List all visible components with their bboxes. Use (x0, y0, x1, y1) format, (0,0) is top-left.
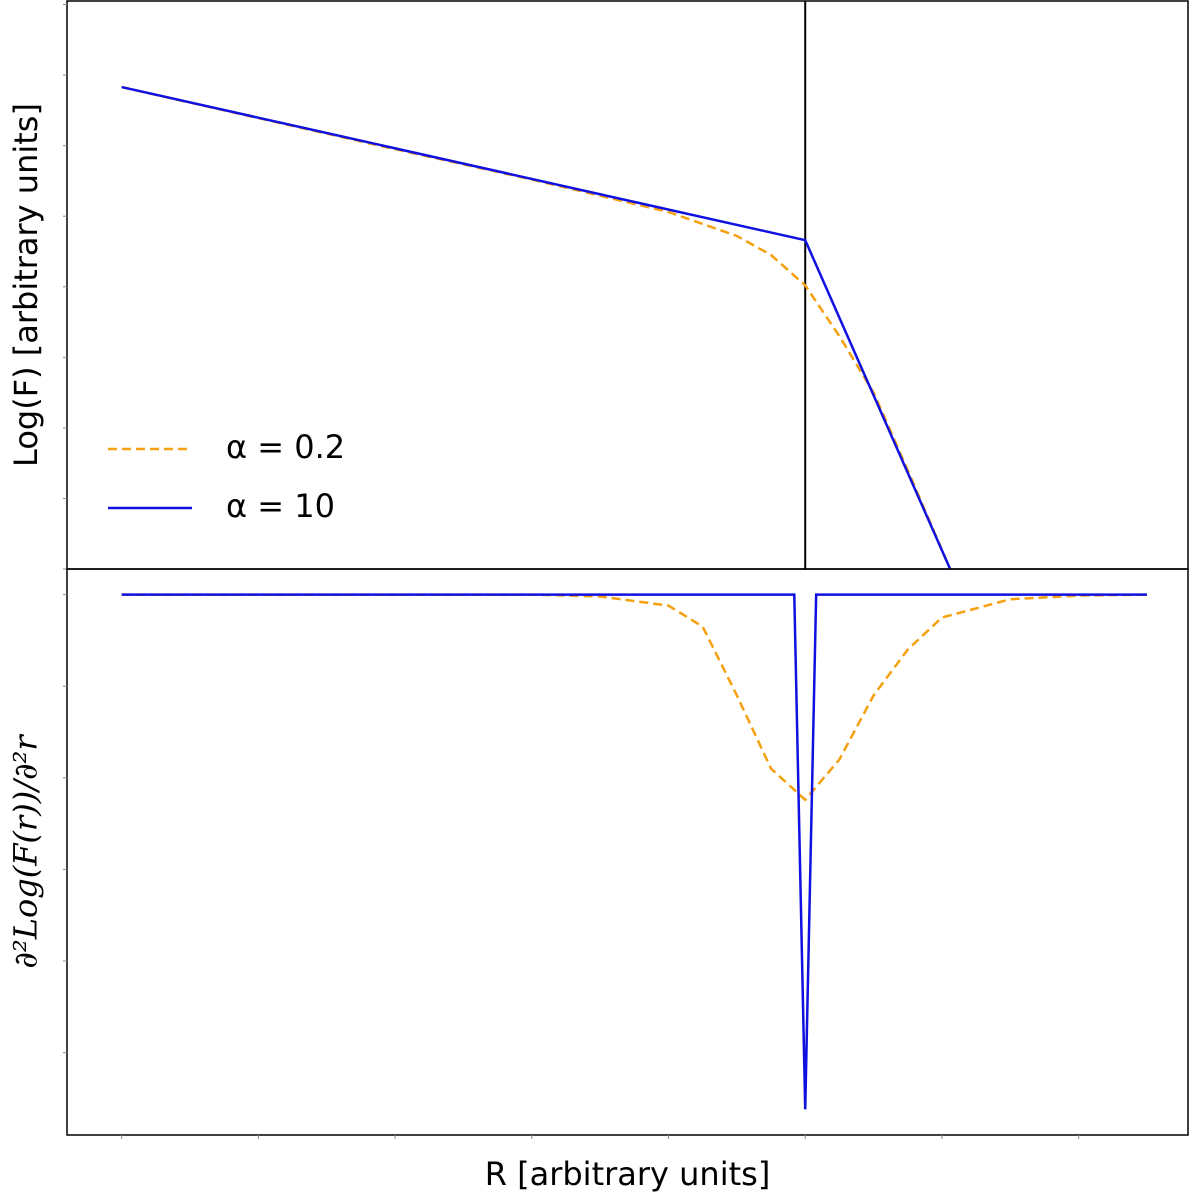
line-series (121, 593, 1148, 802)
legend-label: α = 10 (226, 487, 335, 525)
plot-frame (66, 0, 1189, 570)
legend-label: α = 0.2 (226, 428, 345, 466)
line-series (121, 593, 1147, 1110)
y-axis-label: Log(F) [arbitrary units] (7, 103, 45, 467)
line-series (121, 85, 952, 570)
x-axis-label: R [arbitrary units] (485, 1155, 771, 1193)
plot-frame (66, 568, 1189, 1136)
y-axis-label: ∂²Log(F(r))/∂²r (7, 734, 45, 969)
